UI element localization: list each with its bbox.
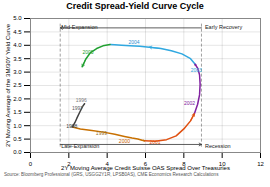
svg-text:4.0: 4.0	[13, 42, 22, 48]
svg-text:1.5: 1.5	[13, 109, 22, 115]
svg-text:2.5: 2.5	[13, 82, 22, 88]
svg-text:1998: 1998	[66, 123, 77, 129]
svg-text:1999: 1999	[96, 130, 107, 136]
svg-text:0.0: 0.0	[13, 149, 22, 155]
svg-text:1997: 1997	[72, 105, 83, 111]
svg-text:Late-Expansion: Late-Expansion	[61, 143, 99, 149]
svg-text:2000: 2000	[119, 138, 130, 144]
svg-text:2001: 2001	[150, 139, 161, 145]
svg-text:2002: 2002	[184, 100, 195, 106]
svg-text:Mid-Expansion: Mid-Expansion	[61, 24, 97, 30]
svg-text:12: 12	[257, 161, 264, 167]
html-text:Credit Spread-Yield Curve Cycl: Credit Spread-Yield Curve Cycle	[66, 1, 204, 11]
svg-text:1996: 1996	[76, 97, 87, 103]
svg-text:2003: 2003	[191, 67, 202, 73]
svg-text:0.5: 0.5	[13, 136, 22, 142]
svg-text:2Y Moving Average Credit Suiss: 2Y Moving Average Credit Suisse OAS Spre…	[61, 165, 230, 171]
html-text:Source: Bloomberg Professional: Source: Bloomberg Professional (GRS, USG…	[4, 172, 219, 177]
svg-text:Recession: Recession	[205, 143, 231, 149]
svg-text:5.0: 5.0	[13, 15, 22, 21]
svg-text:2Y Moving Average of the 3M/30: 2Y Moving Average of the 3M/30Y Yield Cu…	[5, 23, 11, 147]
svg-text:4.5: 4.5	[13, 29, 22, 35]
svg-text:3.5: 3.5	[13, 56, 22, 62]
svg-text:0: 0	[29, 161, 33, 167]
svg-text:1.0: 1.0	[13, 123, 22, 129]
svg-text:2005: 2005	[82, 49, 93, 55]
svg-text:2.0: 2.0	[13, 96, 22, 102]
svg-text:2004: 2004	[128, 39, 139, 45]
svg-text:Early Recovery: Early Recovery	[205, 24, 243, 30]
svg-text:3.0: 3.0	[13, 69, 22, 75]
